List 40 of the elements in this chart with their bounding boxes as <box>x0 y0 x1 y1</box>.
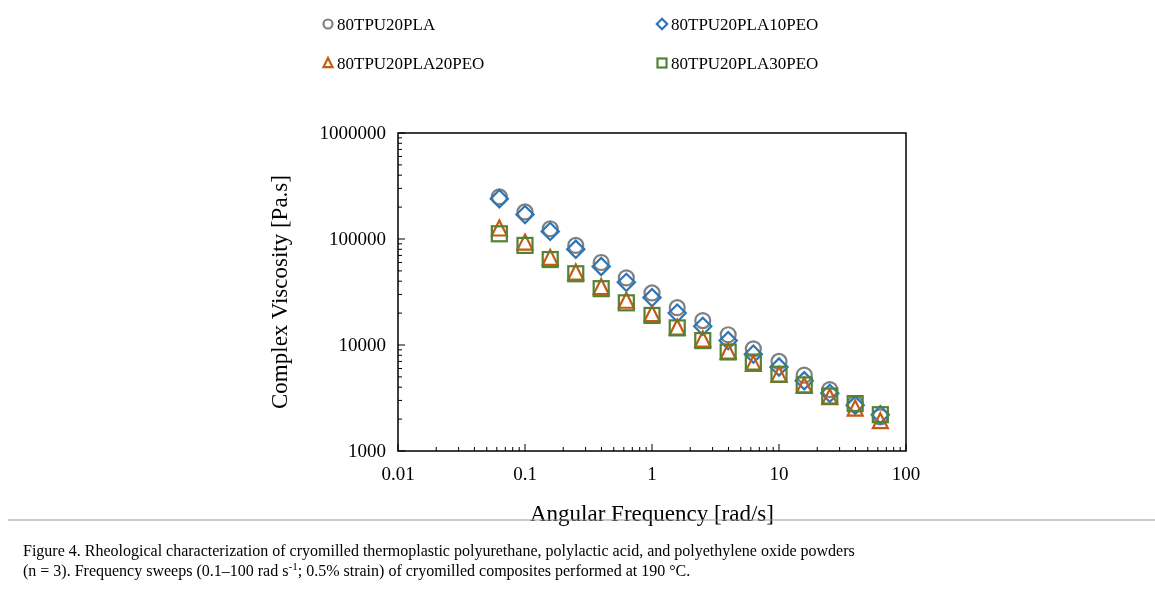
x-tick-label: 0.1 <box>513 463 537 484</box>
point <box>769 357 789 377</box>
y-tick-label: 1000000 <box>319 122 386 143</box>
legend-label: 80TPU20PLA <box>337 15 436 34</box>
point <box>744 340 762 358</box>
point <box>516 203 534 221</box>
point <box>795 366 813 384</box>
point <box>591 256 611 277</box>
point <box>694 311 712 330</box>
y-tick-label: 1000 <box>348 440 386 461</box>
point <box>871 412 889 430</box>
y-tick-label: 100000 <box>329 228 386 249</box>
x-tick-label: 1 <box>647 463 657 484</box>
point <box>821 380 839 399</box>
legend-label: 80TPU20PLA10PEO <box>671 15 819 34</box>
point <box>743 344 764 364</box>
y-tick-label: 10000 <box>338 334 386 355</box>
legend-label: 80TPU20PLA30PEO <box>671 54 819 73</box>
x-axis-title: Angular Frequency [rad/s] <box>530 501 774 526</box>
point <box>668 299 686 317</box>
point <box>592 253 610 272</box>
point <box>516 236 534 255</box>
point <box>642 287 662 308</box>
x-tick-label: 100 <box>891 463 921 484</box>
legend-label: 80TPU20PLA20PEO <box>337 54 485 73</box>
point <box>794 371 814 391</box>
point <box>719 326 737 344</box>
y-axis-title: Complex Viscosity [Pa.s] <box>267 175 292 409</box>
point <box>490 219 508 237</box>
point <box>616 272 637 293</box>
point <box>490 225 508 243</box>
point <box>718 330 738 351</box>
point <box>770 352 788 371</box>
point <box>617 269 635 287</box>
caption: Figure 4. Rheological characterization of cryomilled thermoplastic polyurethane, polylactic acid, and polyethylene oxide powders (n = 3). Frequency sweeps (0.1–100 rad s$^{-1}$; 0.5% strain) of cryomilled composites performed at 190 °C. <box>23 542 855 580</box>
point <box>515 204 535 225</box>
x-tick-label: 0.01 <box>381 463 415 484</box>
point <box>643 284 661 302</box>
point <box>693 316 713 337</box>
x-tick-label: 10 <box>769 463 789 484</box>
